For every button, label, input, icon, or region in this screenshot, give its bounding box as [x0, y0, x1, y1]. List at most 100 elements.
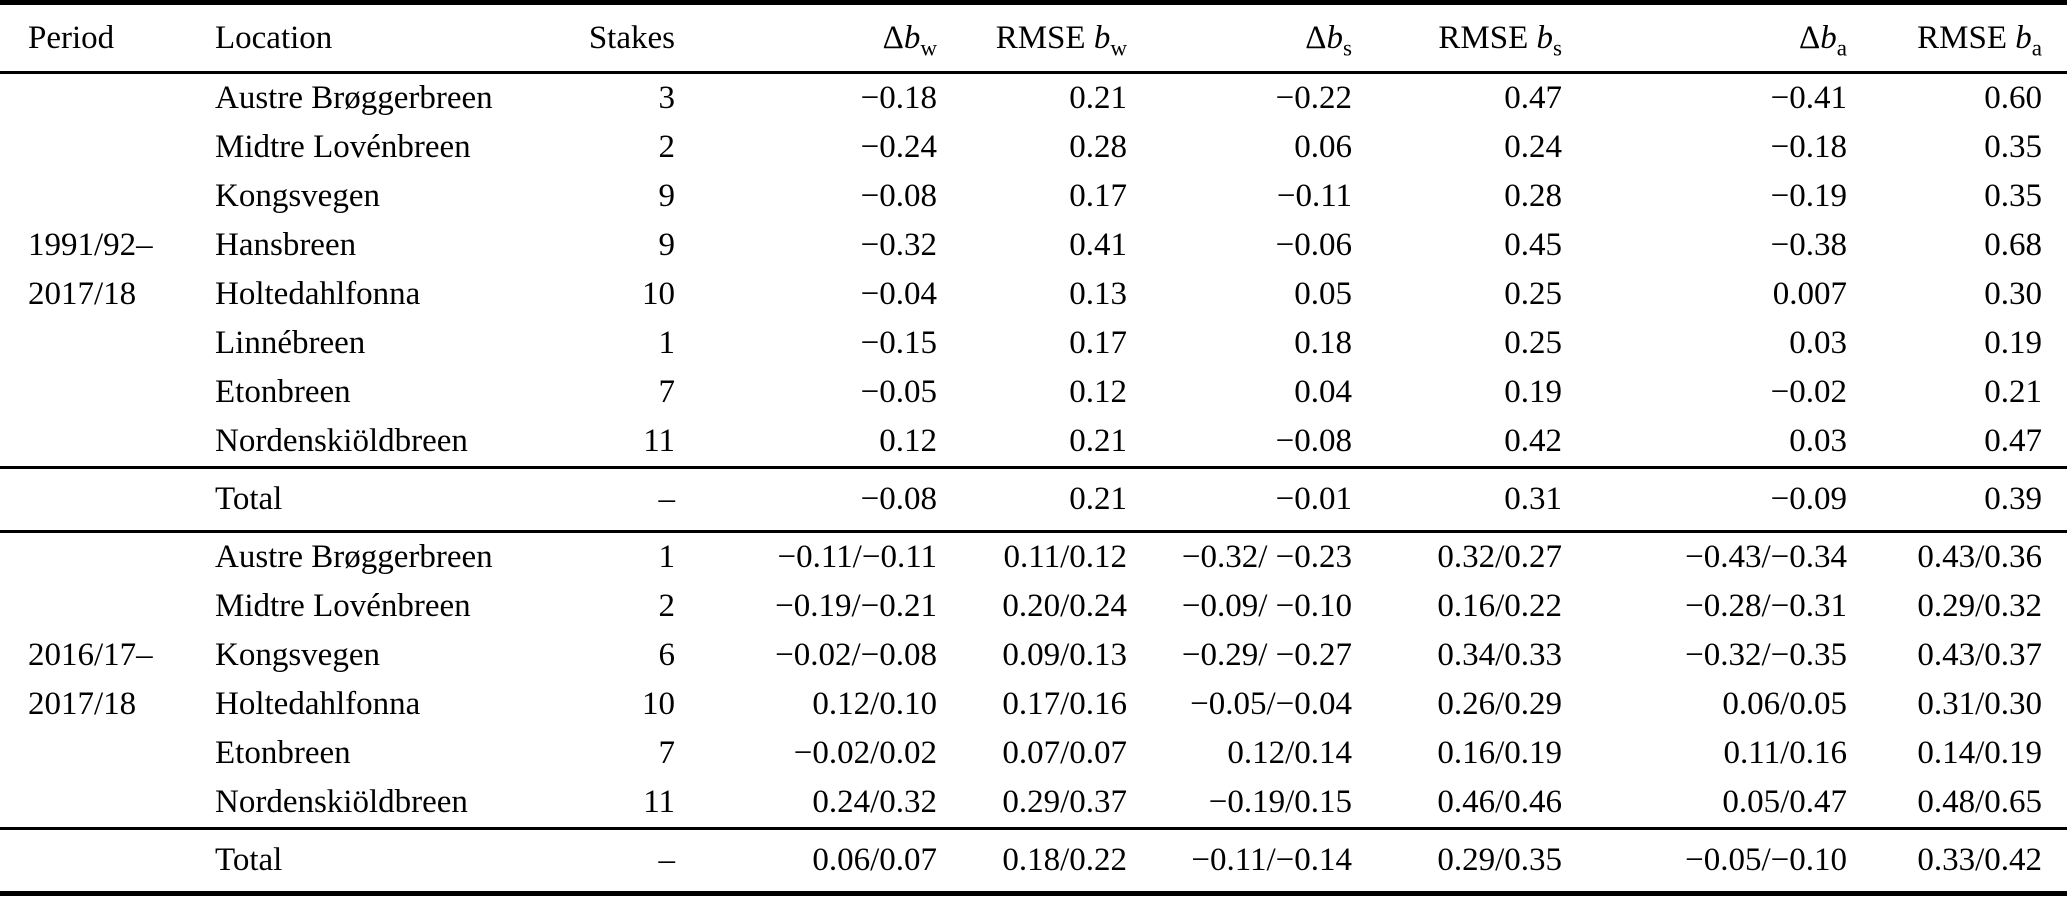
cell-delta-ba: −0.05/−0.10	[1685, 842, 1847, 878]
cell-rmse-bw: 0.21	[1069, 423, 1127, 459]
col-header-rmse-ba: RMSE ba	[1917, 19, 2042, 61]
cell-rmse-bw: 0.07/0.07	[1002, 735, 1127, 771]
cell-delta-bw: −0.02/−0.08	[775, 637, 937, 673]
cell-delta-bw: −0.02/0.02	[793, 735, 937, 771]
cell-delta-ba: −0.19	[1770, 178, 1847, 214]
table-row: Linnébreen 1 −0.15 0.17 0.18 0.25 0.03 0…	[0, 319, 2067, 368]
cell-rmse-bw: 0.17/0.16	[1002, 686, 1127, 722]
col-header-delta-bs: Δbs	[1305, 19, 1352, 61]
cell-location: Midtre Lovénbreen	[215, 588, 471, 624]
cell-rmse-bs: 0.31	[1504, 481, 1562, 517]
cell-delta-bw: −0.04	[860, 276, 937, 312]
table-row: Midtre Lovénbreen 2 −0.24 0.28 0.06 0.24…	[0, 123, 2067, 172]
cell-rmse-bs: 0.19	[1504, 374, 1562, 410]
cell-period-empty	[0, 468, 215, 532]
table-row: Etonbreen 7 −0.05 0.12 0.04 0.19 −0.02 0…	[0, 368, 2067, 417]
section-1991-2018: 1991/92– 2017/18 Austre Brøggerbreen 3 −…	[0, 73, 2067, 468]
cell-delta-ba: 0.03	[1789, 325, 1847, 361]
cell-rmse-ba: 0.33/0.42	[1917, 842, 2042, 878]
cell-delta-bs: −0.11	[1276, 178, 1352, 214]
table-row: 2016/17– 2017/18 Austre Brøggerbreen 1 −…	[0, 532, 2067, 722]
cell-rmse-bw: 0.21	[1069, 80, 1127, 116]
cell-rmse-bw: 0.09/0.13	[1002, 637, 1127, 673]
cell-stakes: 6	[658, 637, 676, 673]
cell-delta-bw: 0.06/0.07	[812, 842, 937, 878]
cell-delta-ba: −0.09	[1770, 481, 1847, 517]
cell-delta-bs: 0.06	[1294, 129, 1352, 165]
col-header-delta-bw: Δbw	[882, 19, 937, 61]
cell-delta-bs: −0.19/0.15	[1208, 784, 1352, 820]
cell-rmse-bs: 0.29/0.35	[1437, 842, 1562, 878]
total-row: Total – −0.08 0.21 −0.01 0.31 −0.09 0.39	[0, 468, 2067, 532]
cell-delta-ba: −0.02	[1770, 374, 1847, 410]
table-row: Kongsvegen 9 −0.08 0.17 −0.11 0.28 −0.19…	[0, 172, 2067, 221]
cell-delta-ba: 0.05/0.47	[1722, 784, 1847, 820]
col-header-rmse-bw: RMSE bw	[995, 19, 1127, 61]
cell-delta-ba: 0.06/0.05	[1722, 686, 1847, 722]
cell-delta-bw: −0.32	[860, 227, 937, 263]
cell-location: Nordenskiöldbreen	[215, 423, 468, 459]
cell-delta-bs: −0.29/ −0.27	[1181, 637, 1352, 673]
period-line-2: 2017/18	[28, 276, 137, 312]
table-row: Hansbreen 9 −0.32 0.41 −0.06 0.45 −0.38 …	[0, 221, 2067, 270]
cell-total-label: Total	[215, 842, 283, 878]
cell-rmse-bw: 0.29/0.37	[1002, 784, 1127, 820]
cell-location: Etonbreen	[215, 374, 351, 410]
cell-stakes: 10	[642, 276, 675, 312]
cell-rmse-bs: 0.25	[1504, 325, 1562, 361]
cell-location: Hansbreen	[215, 227, 357, 263]
cell-location: Holtedahlfonna	[215, 686, 421, 722]
cell-rmse-bs: 0.46/0.46	[1437, 784, 1562, 820]
cell-rmse-ba: 0.21	[1984, 374, 2042, 410]
cell-stakes: 1	[658, 539, 676, 575]
cell-rmse-bs: 0.25	[1504, 276, 1562, 312]
cell-delta-bw: −0.19/−0.21	[775, 588, 937, 624]
cell-delta-bs: −0.01	[1275, 481, 1352, 517]
cell-delta-bs: 0.18	[1294, 325, 1352, 361]
cell-delta-bs: −0.09/ −0.10	[1181, 588, 1352, 624]
cell-stakes: 10	[642, 686, 675, 722]
cell-delta-ba: 0.03	[1789, 423, 1847, 459]
table-row: Holtedahlfonna 10 −0.04 0.13 0.05 0.25 0…	[0, 270, 2067, 319]
cell-stakes: 2	[658, 588, 676, 624]
cell-rmse-ba: 0.43/0.36	[1917, 539, 2042, 575]
cell-stakes: 7	[658, 374, 676, 410]
total-row-2016-2018: Total – 0.06/0.07 0.18/0.22 −0.11/−0.14 …	[0, 829, 2067, 894]
cell-stakes: 1	[658, 325, 676, 361]
cell-rmse-bs: 0.47	[1504, 80, 1562, 116]
cell-location: Linnébreen	[215, 325, 366, 361]
cell-location: Etonbreen	[215, 735, 351, 771]
cell-rmse-ba: 0.31/0.30	[1917, 686, 2042, 722]
col-header-delta-ba: Δba	[1799, 19, 1847, 61]
table-row: Nordenskiöldbreen 11 0.12 0.21 −0.08 0.4…	[0, 417, 2067, 468]
cell-rmse-bs: 0.34/0.33	[1437, 637, 1562, 673]
cell-rmse-bw: 0.13	[1069, 276, 1127, 312]
cell-location: Kongsvegen	[215, 637, 380, 673]
cell-stakes: 9	[658, 178, 676, 214]
cell-delta-bs: −0.32/ −0.23	[1181, 539, 1352, 575]
cell-rmse-bs: 0.32/0.27	[1437, 539, 1562, 575]
cell-delta-bs: −0.11/−0.14	[1191, 842, 1352, 878]
cell-rmse-bs: 0.45	[1504, 227, 1562, 263]
table-row: Nordenskiöldbreen 11 0.24/0.32 0.29/0.37…	[0, 778, 2067, 829]
cell-rmse-ba: 0.30	[1984, 276, 2042, 312]
cell-rmse-ba: 0.35	[1984, 178, 2042, 214]
cell-delta-ba: 0.007	[1772, 276, 1847, 312]
cell-rmse-ba: 0.60	[1984, 80, 2042, 116]
cell-period-empty	[0, 829, 215, 894]
cell-delta-bs: 0.05	[1294, 276, 1352, 312]
cell-delta-bs: 0.12/0.14	[1227, 735, 1352, 771]
cell-rmse-bw: 0.20/0.24	[1002, 588, 1127, 624]
cell-rmse-bs: 0.16/0.22	[1437, 588, 1562, 624]
cell-stakes: –	[658, 481, 676, 517]
cell-delta-bs: 0.04	[1294, 374, 1352, 410]
cell-rmse-ba: 0.29/0.32	[1917, 588, 2042, 624]
cell-rmse-bs: 0.16/0.19	[1437, 735, 1562, 771]
cell-delta-bs: −0.06	[1275, 227, 1352, 263]
cell-delta-bs: −0.05/−0.04	[1190, 686, 1352, 722]
col-header-location: Location	[215, 19, 333, 56]
cell-delta-bw: −0.05	[860, 374, 937, 410]
cell-stakes: 7	[658, 735, 676, 771]
cell-delta-bw: −0.15	[860, 325, 937, 361]
cell-stakes: 9	[658, 227, 676, 263]
